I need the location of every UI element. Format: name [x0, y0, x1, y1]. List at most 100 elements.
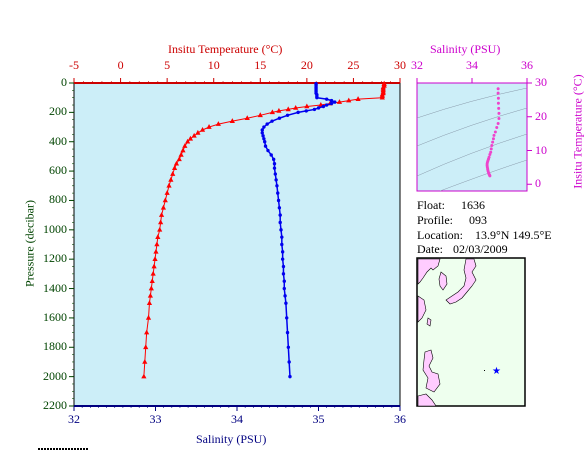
salinity-point	[273, 172, 278, 176]
location-label: Location:	[417, 228, 463, 242]
temperature-point	[185, 138, 191, 144]
temperature-point	[257, 112, 263, 118]
salinity-point	[280, 235, 284, 239]
salinity-point	[261, 134, 265, 138]
map-land-taiwan	[426, 317, 432, 327]
date-value: 02/03/2009	[453, 242, 508, 256]
pressure-tick-label: 600	[49, 163, 67, 178]
sal-tick-label: 34	[231, 412, 243, 426]
temperature-point	[229, 118, 235, 123]
temperature-point	[158, 219, 164, 225]
temperature-point	[176, 156, 182, 162]
salinity-point	[296, 110, 300, 115]
pressure-tick-label: 2000	[43, 368, 67, 383]
temperature-point	[143, 344, 149, 350]
temp-tick-label: 5	[164, 58, 171, 72]
salinity-point	[262, 125, 266, 129]
info-float: Float: 1636	[417, 198, 485, 213]
temperature-point	[276, 107, 282, 113]
temperature-point	[346, 97, 352, 103]
pressure-tick-label: 1400	[43, 280, 67, 295]
pressure-tick-label: 1600	[43, 309, 67, 324]
temperature-point	[145, 314, 152, 320]
salinity-point	[274, 178, 278, 182]
ts-point	[493, 130, 497, 134]
ts-density-contour	[416, 107, 528, 147]
temp-tick-label: 20	[300, 58, 313, 72]
salinity-point	[279, 228, 283, 232]
temperature-point	[206, 124, 212, 129]
pressure-tick-label: 0	[61, 75, 67, 89]
ts-point	[496, 122, 500, 125]
ts-points	[485, 87, 501, 178]
sal-tick-label: 33	[149, 412, 162, 426]
salinity-point	[271, 157, 276, 162]
ts-point	[497, 116, 501, 120]
salinity-point	[263, 144, 268, 148]
ts-point	[488, 174, 492, 178]
salinity-point	[272, 162, 277, 166]
temperature-point	[166, 182, 172, 188]
temp-tick-label: 0	[117, 58, 124, 72]
info-date: Date: 02/03/2009	[417, 242, 508, 257]
salinity-point	[316, 106, 321, 110]
temperature-point	[158, 212, 165, 217]
salinity-point	[260, 128, 264, 132]
temperature-point	[155, 234, 161, 239]
salinity-point	[280, 242, 284, 247]
info-location: Location: 13.9°N 149.5°E	[417, 228, 552, 243]
location-value: 13.9°N 149.5°E	[475, 228, 552, 242]
salinity-point	[288, 374, 292, 379]
pressure-tick-label: 2200	[43, 398, 67, 412]
map-land-asia	[417, 258, 441, 285]
salinity-point	[312, 107, 317, 112]
salinity-point	[262, 137, 266, 141]
salinity-point	[329, 101, 334, 106]
temperature-point	[153, 248, 159, 254]
date-label: Date:	[417, 242, 443, 256]
temperature-point	[142, 358, 148, 364]
salinity-point	[284, 301, 288, 305]
salinity-point	[329, 98, 334, 103]
salinity-point	[277, 206, 282, 210]
top-axis-title: Insitu Temperature (°C)	[168, 42, 283, 56]
ts-x-tick-label: 36	[521, 58, 533, 72]
salinity-point	[276, 198, 281, 203]
ts-point	[496, 101, 500, 105]
temperature-point	[178, 151, 184, 157]
float-label: Float:	[417, 198, 446, 212]
pressure-tick-label: 1000	[43, 221, 67, 236]
salinity-point	[282, 286, 286, 291]
temp-tick-label: 25	[347, 58, 360, 72]
salinity-point	[266, 148, 270, 153]
ts-point	[489, 147, 493, 151]
temperature-point	[146, 300, 153, 306]
temperature-point	[148, 285, 154, 291]
ts-ticks	[416, 78, 532, 185]
ts-point	[488, 153, 492, 157]
map-land-islands	[417, 393, 437, 407]
pressure-tick-label: 1800	[43, 339, 67, 354]
ts-point	[497, 106, 501, 110]
salinity-point	[278, 213, 282, 217]
ts-density-contour	[416, 133, 528, 177]
ts-point	[497, 111, 501, 115]
location-map: ★	[416, 257, 526, 407]
temperature-point	[160, 204, 167, 210]
pressure-tick-label: 200	[49, 104, 67, 119]
main-ticks	[69, 78, 401, 411]
map-land-korea	[438, 271, 448, 291]
temperature-point	[379, 94, 385, 100]
ts-point	[496, 91, 500, 95]
main-plot-area	[73, 82, 401, 407]
salinity-point	[321, 104, 326, 109]
salinity-point	[278, 220, 282, 225]
temperature-point	[191, 132, 197, 138]
salinity-point	[272, 166, 277, 170]
ts-right-axis-title: Insitu Temperature (°C)	[570, 74, 585, 189]
ts-x-tick-label: 32	[411, 58, 423, 72]
salinity-point	[263, 140, 267, 144]
temperature-point	[171, 165, 178, 170]
ts-point	[491, 137, 495, 141]
